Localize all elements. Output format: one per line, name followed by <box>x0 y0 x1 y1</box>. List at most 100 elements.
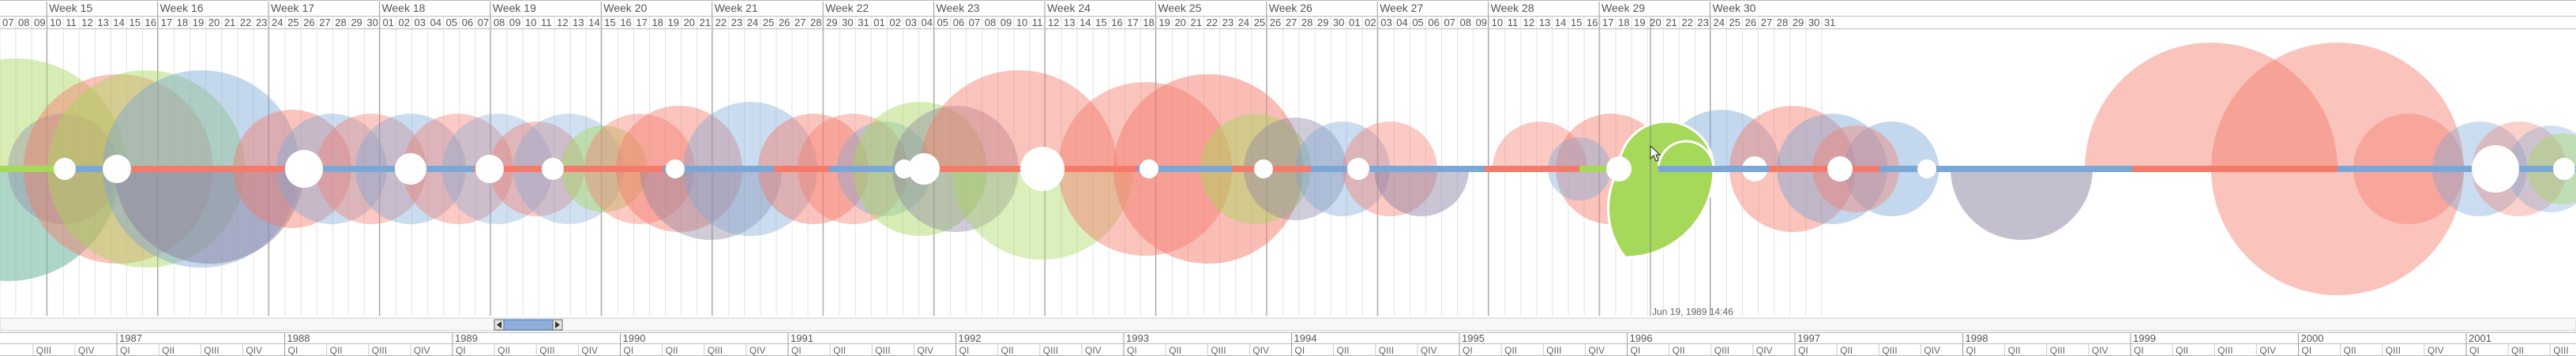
quarter-label: QII <box>2511 345 2524 356</box>
quarter-label: QIII <box>2050 345 2065 356</box>
day-tick-label: 05 <box>1412 17 1423 28</box>
quarter-label: QIII <box>2217 345 2232 356</box>
axis-segment <box>1311 166 1485 172</box>
axis-hole <box>54 158 76 180</box>
week-label: Week 24 <box>1047 2 1091 14</box>
day-tick-label: 11 <box>66 17 77 28</box>
day-tick-label: 13 <box>573 17 584 28</box>
year-label: 2001 <box>2469 332 2492 344</box>
quarter-label: QII <box>1673 345 1685 356</box>
day-tick-label: 20 <box>1174 17 1185 28</box>
quarter-label: QIV <box>1252 345 1269 356</box>
day-tick-label: 10 <box>1016 17 1027 28</box>
week-label: Week 18 <box>381 2 425 14</box>
day-tick-label: 09 <box>1001 17 1012 28</box>
quarter-label: QI <box>624 345 634 356</box>
axis-segment <box>1879 166 2006 172</box>
day-tick-label: 04 <box>1396 17 1407 28</box>
day-tick-label: 08 <box>18 17 29 28</box>
day-tick-label: 24 <box>272 17 283 28</box>
axis-hole <box>475 155 504 183</box>
quarter-label: QII <box>498 345 510 356</box>
mouse-pointer-icon <box>1650 144 1662 162</box>
day-tick-label: 16 <box>1111 17 1122 28</box>
quarter-label: QIII <box>204 345 219 356</box>
event-bubble[interactable] <box>1493 122 1587 169</box>
quarter-label: QI <box>2134 345 2144 356</box>
day-tick-label: 12 <box>1048 17 1059 28</box>
day-tick-label: 01 <box>873 17 884 28</box>
event-bubble[interactable] <box>920 70 1117 169</box>
year-label: 1998 <box>1966 332 1988 344</box>
week-label: Week 15 <box>49 2 92 14</box>
day-tick-label: 24 <box>1238 17 1249 28</box>
axis-hole <box>395 153 426 185</box>
day-tick-label: 26 <box>779 17 790 28</box>
day-tick-label: 16 <box>145 17 156 28</box>
day-tick-label: 28 <box>1777 17 1788 28</box>
quarter-label: QIV <box>1924 345 1940 356</box>
day-tick-label: 28 <box>810 17 821 28</box>
year-label: 2000 <box>2301 332 2324 344</box>
day-tick-label: 15 <box>604 17 615 28</box>
day-tick-label: 27 <box>1761 17 1772 28</box>
year-label: 1988 <box>287 332 310 344</box>
day-tick-label: 02 <box>889 17 900 28</box>
day-tick-label: 28 <box>335 17 346 28</box>
year-label: 1989 <box>455 332 478 344</box>
axis-segment <box>2338 166 2576 172</box>
axis-segment <box>474 166 663 172</box>
axis-hole <box>1827 156 1853 182</box>
event-bubble[interactable] <box>1374 169 1469 216</box>
slider-window[interactable] <box>503 319 554 331</box>
day-tick-label: 27 <box>794 17 805 28</box>
day-tick-label: 15 <box>129 17 140 28</box>
quarter-label: QIII <box>1043 345 1058 356</box>
week-label: Week 28 <box>1491 2 1534 14</box>
event-bubble[interactable] <box>0 169 120 281</box>
day-tick-label: 04 <box>430 17 441 28</box>
quarter-label: QIV <box>2092 345 2108 356</box>
day-tick-label: 06 <box>953 17 964 28</box>
event-bubble[interactable] <box>115 169 304 264</box>
day-tick-label: 16 <box>1587 17 1598 28</box>
event-bubble[interactable] <box>0 58 126 169</box>
day-tick-label: 27 <box>1286 17 1297 28</box>
year-label: 1990 <box>623 332 646 344</box>
axis-segment <box>126 166 284 172</box>
event-bubble[interactable] <box>952 169 1133 260</box>
quarter-label: QIII <box>2386 345 2401 356</box>
day-tick-label: 28 <box>1301 17 1312 28</box>
quarter-label: QII <box>1169 345 1181 356</box>
week-label: Week 17 <box>271 2 314 14</box>
quarter-label: QII <box>666 345 678 356</box>
axis-segment <box>55 166 126 172</box>
day-tick-label: 08 <box>1460 17 1471 28</box>
axis-segment <box>2006 166 2132 172</box>
event-bubble[interactable] <box>2085 43 2338 169</box>
quarter-label: QI <box>1295 345 1305 356</box>
axis-segment <box>1769 166 1879 172</box>
highlighted-event-shape[interactable] <box>1607 120 1715 259</box>
event-bubble[interactable] <box>1951 169 2093 240</box>
day-tick-label: 23 <box>731 17 742 28</box>
day-tick-label: 01 <box>1349 17 1360 28</box>
day-tick-label: 04 <box>921 17 932 28</box>
week-label: Week 16 <box>160 2 204 14</box>
axis-segment <box>663 166 774 172</box>
day-tick-label: 09 <box>1476 17 1487 28</box>
day-tick-label: 26 <box>1745 17 1756 28</box>
day-tick-label: 11 <box>541 17 552 28</box>
day-tick-label: 02 <box>399 17 410 28</box>
event-bubble[interactable] <box>640 169 782 240</box>
day-tick-label: 13 <box>1064 17 1075 28</box>
day-tick-label: 12 <box>557 17 568 28</box>
quarter-label: QIV <box>1085 345 1102 356</box>
axis-hole <box>1140 159 1158 178</box>
week-label: Week 26 <box>1269 2 1312 14</box>
overview-slider[interactable] <box>494 319 563 331</box>
day-tick-label: 31 <box>1824 17 1835 28</box>
axis-hole <box>285 150 323 188</box>
